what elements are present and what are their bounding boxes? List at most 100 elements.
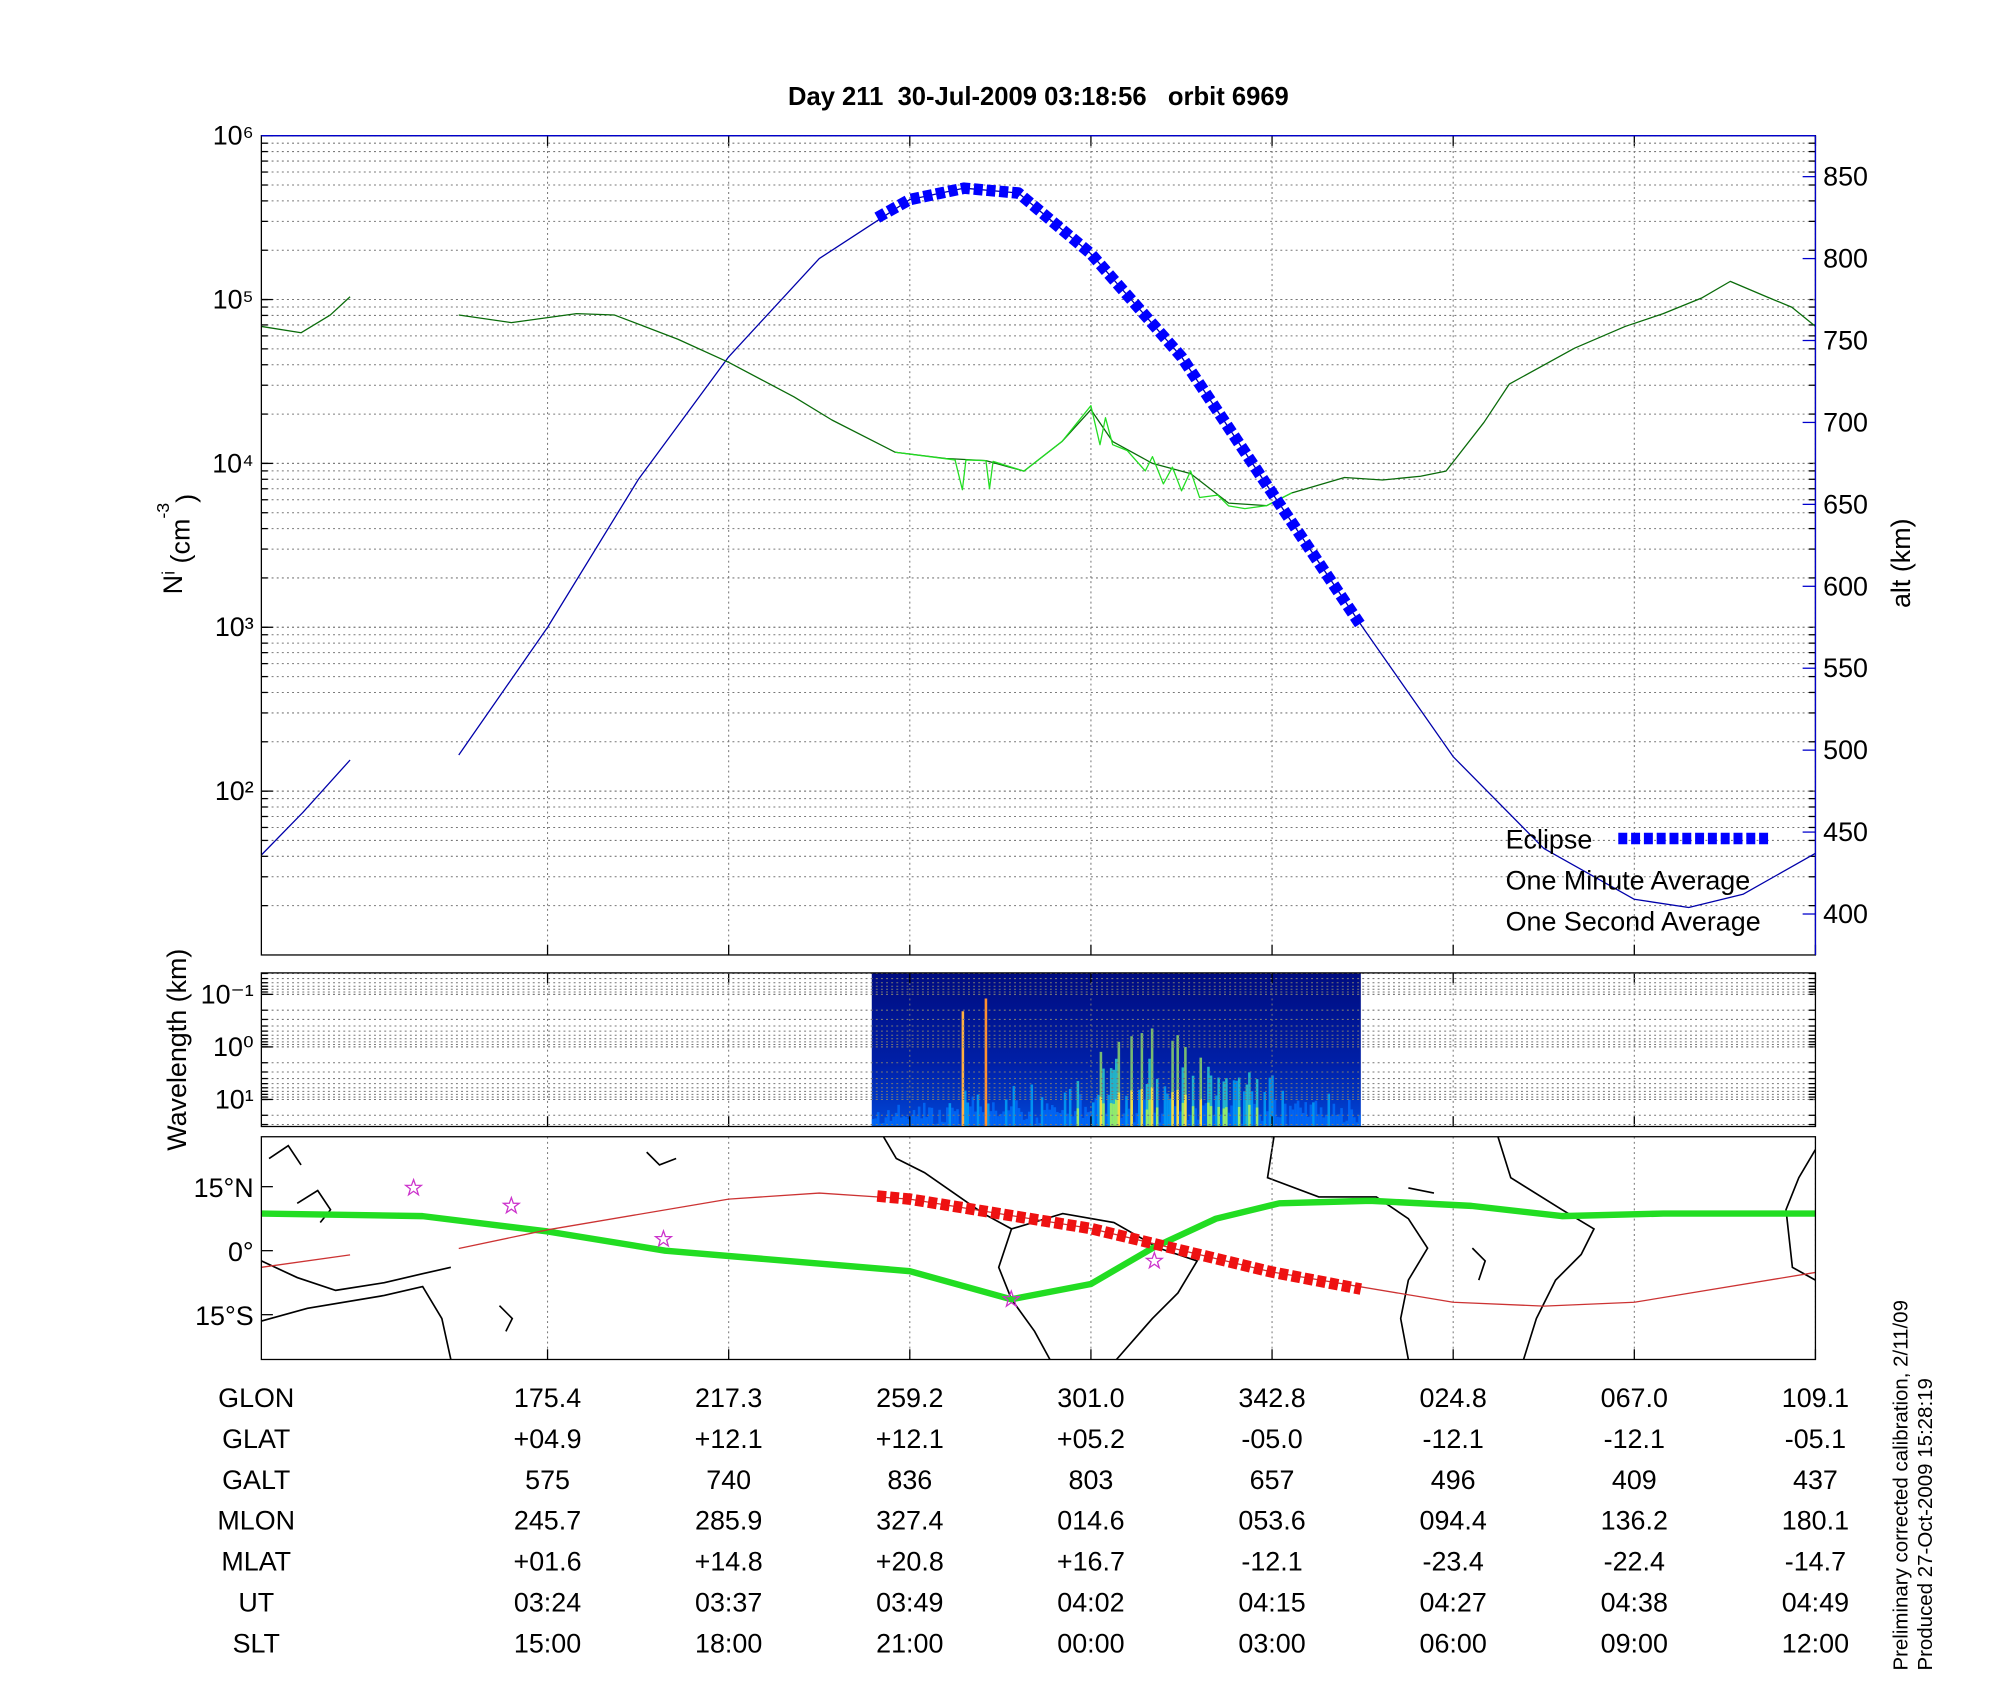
spectrogram-texture bbox=[971, 1096, 975, 1127]
spectrogram-texture bbox=[979, 1106, 982, 1127]
spectrogram-texture bbox=[1122, 1113, 1126, 1127]
spectrogram-texture bbox=[1004, 1099, 1008, 1127]
spectrogram-texture bbox=[1056, 1111, 1059, 1127]
spectrogram-texture bbox=[1155, 1107, 1159, 1127]
spectrogram-texture bbox=[884, 1117, 888, 1127]
spectrogram-texture bbox=[1330, 1116, 1333, 1127]
table-cell: 136.2 bbox=[1601, 1506, 1668, 1536]
spectrogram-texture bbox=[1035, 1117, 1039, 1127]
footer-note: Preliminary corrected calibration, 2/11/… bbox=[1890, 1300, 1913, 1671]
spectrogram-texture bbox=[1017, 1108, 1021, 1127]
spectrogram-texture bbox=[1171, 1092, 1174, 1127]
spectrogram-texture bbox=[1225, 1107, 1228, 1127]
table-cell: -14.7 bbox=[1785, 1547, 1846, 1577]
spectrogram-texture bbox=[1148, 1099, 1151, 1127]
spectrogram-texture bbox=[1296, 1100, 1300, 1127]
table-cell: 575 bbox=[525, 1465, 570, 1495]
spectrogram-texture bbox=[1166, 1093, 1169, 1127]
spectrogram-texture bbox=[899, 1117, 903, 1127]
spectrogram-texture bbox=[1102, 1068, 1105, 1127]
spectrogram-texture bbox=[1301, 1112, 1305, 1127]
spectrogram-texture bbox=[897, 1104, 900, 1127]
y-tick-label: 10³ bbox=[215, 612, 254, 642]
row-label: MLON bbox=[217, 1506, 295, 1536]
spectrogram-texture bbox=[1312, 1102, 1315, 1127]
spectrogram-texture bbox=[1038, 1122, 1041, 1127]
spectrogram-texture bbox=[879, 1123, 883, 1127]
table-cell: -12.1 bbox=[1241, 1547, 1302, 1577]
spectrogram-texture bbox=[1022, 1119, 1026, 1127]
y-tick-label: 10⁵ bbox=[213, 285, 254, 315]
table-cell: 409 bbox=[1612, 1465, 1657, 1495]
spectrogram-texture bbox=[1002, 1111, 1005, 1127]
table-cell: 014.6 bbox=[1057, 1506, 1124, 1536]
spectrogram-texture bbox=[912, 1109, 916, 1127]
spectrogram-texture bbox=[986, 1103, 990, 1127]
spectrogram-texture bbox=[1104, 1113, 1108, 1127]
row-label: GLON bbox=[218, 1383, 294, 1413]
spectrogram-texture bbox=[1148, 1058, 1151, 1127]
coastline bbox=[646, 1151, 677, 1166]
table-cell: 03:24 bbox=[514, 1588, 581, 1618]
spectrogram-texture bbox=[1230, 1105, 1233, 1127]
table-cell: 180.1 bbox=[1782, 1506, 1849, 1536]
spectrogram-texture bbox=[943, 1122, 947, 1127]
spectrogram-texture bbox=[1237, 1106, 1241, 1127]
row-label: MLAT bbox=[221, 1547, 291, 1577]
spectrogram-texture bbox=[1337, 1114, 1341, 1127]
spectrogram-texture bbox=[969, 1106, 972, 1127]
table-cell: 00:00 bbox=[1057, 1629, 1124, 1659]
spectrogram-texture bbox=[1289, 1105, 1292, 1127]
y-axis-label-part: (cm bbox=[166, 519, 196, 571]
data-line bbox=[261, 280, 1816, 507]
table-cell: -23.4 bbox=[1423, 1547, 1484, 1577]
spectrogram-texture bbox=[1061, 1110, 1064, 1127]
spectrogram-texture bbox=[1178, 1111, 1182, 1127]
spectrogram-texture bbox=[1107, 1094, 1110, 1127]
coastlines bbox=[261, 1136, 1817, 1361]
table-cell: 09:00 bbox=[1601, 1629, 1668, 1659]
spectrogram-texture bbox=[874, 1118, 877, 1127]
spectrogram-texture bbox=[1102, 1103, 1105, 1127]
spectrogram-texture bbox=[1209, 1075, 1213, 1127]
star-marker bbox=[1001, 1289, 1022, 1308]
spectrogram-texture bbox=[1125, 1095, 1128, 1127]
spectrogram-texture bbox=[1240, 1123, 1244, 1127]
spectrogram-texture bbox=[887, 1110, 890, 1127]
coastline bbox=[261, 1260, 452, 1292]
spectrogram-texture bbox=[1225, 1078, 1228, 1127]
coastline bbox=[268, 1144, 302, 1166]
spectrogram-texture bbox=[1135, 1113, 1139, 1127]
spectrogram-texture bbox=[1214, 1095, 1218, 1127]
spectrogram-texture bbox=[1248, 1072, 1251, 1127]
spectrogram-texture bbox=[1181, 1067, 1185, 1127]
table-cell: 15:00 bbox=[514, 1629, 581, 1659]
spectrogram-texture bbox=[1120, 1117, 1123, 1127]
table-cell: 18:00 bbox=[695, 1629, 762, 1659]
spectrogram-texture bbox=[963, 1090, 967, 1127]
spectrogram-texture bbox=[953, 1111, 957, 1127]
spectrogram-texture bbox=[1189, 1115, 1192, 1127]
coastline bbox=[1266, 1136, 1429, 1360]
table-cell: 175.4 bbox=[514, 1383, 581, 1413]
star-marker bbox=[1144, 1250, 1165, 1270]
y2-tick-label: 400 bbox=[1823, 899, 1868, 929]
spectrogram-texture bbox=[1114, 1058, 1118, 1127]
footer-note: Produced 27-Oct-2009 15:28:19 bbox=[1914, 1378, 1937, 1670]
spectrogram-texture bbox=[1237, 1077, 1241, 1127]
table-cell: 496 bbox=[1431, 1465, 1476, 1495]
spectrogram-texture bbox=[1176, 1089, 1179, 1127]
spectrogram-texture bbox=[1176, 1035, 1179, 1127]
spectrogram-texture bbox=[1353, 1117, 1356, 1127]
spectrogram-texture bbox=[907, 1119, 911, 1127]
coastline bbox=[1408, 1187, 1435, 1194]
spectrogram-texture bbox=[1081, 1117, 1085, 1127]
spectrogram-texture bbox=[938, 1109, 941, 1127]
y2-tick-label: 850 bbox=[1823, 162, 1868, 192]
spectrogram-texture bbox=[1307, 1116, 1310, 1127]
table-cell: 04:02 bbox=[1057, 1588, 1124, 1618]
spectrogram-texture bbox=[1309, 1104, 1313, 1127]
eclipse-line bbox=[874, 182, 1366, 629]
spectrogram-texture bbox=[1155, 1078, 1159, 1127]
spectrogram-texture bbox=[1109, 1068, 1113, 1127]
